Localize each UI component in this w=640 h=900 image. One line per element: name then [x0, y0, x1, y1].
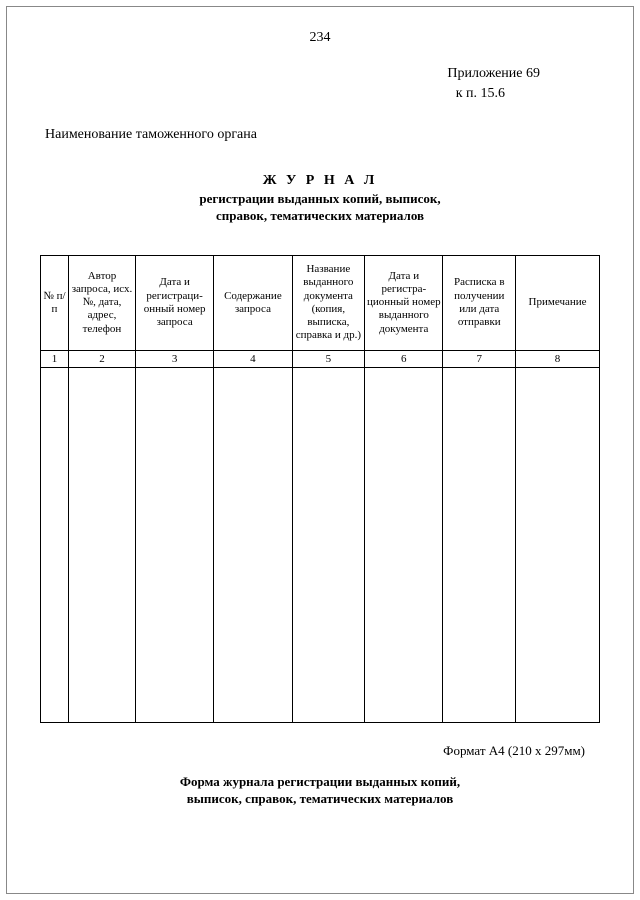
- table-colnum: 4: [214, 350, 292, 367]
- title-sub-line2: справок, тематических материалов: [40, 208, 600, 225]
- table-cell: [292, 367, 365, 722]
- title-sub-line1: регистрации выданных копий, выписок,: [40, 191, 600, 208]
- table-cell: [214, 367, 292, 722]
- footer-line1: Форма журнала регистрации выданных копий…: [40, 774, 600, 791]
- title-main: Ж У Р Н А Л: [40, 173, 600, 189]
- page-number: 234: [40, 30, 600, 46]
- table-number-row: 1 2 3 4 5 6 7 8: [41, 350, 600, 367]
- table-header: Примечание: [516, 255, 600, 350]
- table-cell: [68, 367, 135, 722]
- table-header: Расписка в получении или дата отправки: [443, 255, 516, 350]
- table-cell: [443, 367, 516, 722]
- table-header: Автор запроса, исх. №, дата, адрес, теле…: [68, 255, 135, 350]
- table-colnum: 7: [443, 350, 516, 367]
- table-cell: [516, 367, 600, 722]
- table-header-row: № п/п Автор запроса, исх. №, дата, адрес…: [41, 255, 600, 350]
- clause-label: к п. 15.6: [40, 86, 505, 102]
- table-colnum: 2: [68, 350, 135, 367]
- table-header: № п/п: [41, 255, 69, 350]
- organization-name: Наименование таможенного органа: [45, 127, 600, 143]
- table-colnum: 6: [365, 350, 443, 367]
- footer-line2: выписок, справок, тематических материало…: [40, 791, 600, 808]
- table-header: Содержание запроса: [214, 255, 292, 350]
- table-cell: [136, 367, 214, 722]
- registration-table: № п/п Автор запроса, исх. №, дата, адрес…: [40, 255, 600, 723]
- table-header: Дата и регистраци-онный номер запроса: [136, 255, 214, 350]
- table-colnum: 3: [136, 350, 214, 367]
- table-colnum: 1: [41, 350, 69, 367]
- table-cell: [41, 367, 69, 722]
- table-cell: [365, 367, 443, 722]
- table-colnum: 5: [292, 350, 365, 367]
- footer-caption: Форма журнала регистрации выданных копий…: [40, 774, 600, 808]
- table-header: Дата и регистра-ционный номер выданного …: [365, 255, 443, 350]
- format-note: Формат А4 (210 х 297мм): [40, 743, 585, 759]
- table-header: Название выданного документа (копия, вып…: [292, 255, 365, 350]
- appendix-label: Приложение 69: [40, 66, 540, 82]
- title-block: Ж У Р Н А Л регистрации выданных копий, …: [40, 173, 600, 225]
- table-body-row: [41, 367, 600, 722]
- table-colnum: 8: [516, 350, 600, 367]
